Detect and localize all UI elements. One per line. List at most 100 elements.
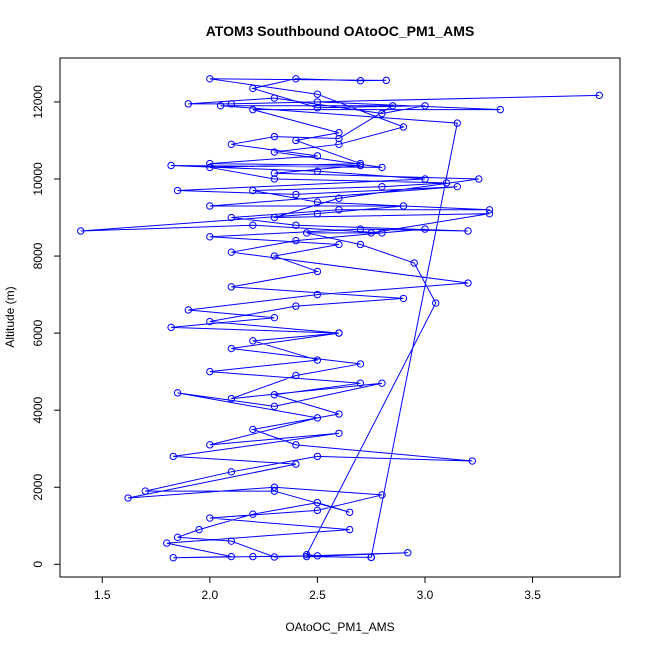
data-point	[464, 279, 472, 287]
data-point	[345, 525, 354, 534]
data-point	[335, 429, 343, 437]
x-tick-label: 1.5	[94, 588, 111, 602]
data-point	[313, 356, 322, 364]
data-point	[216, 102, 225, 110]
data-point	[270, 213, 279, 222]
data-point	[313, 290, 322, 299]
data-point	[206, 367, 214, 376]
data-point	[313, 209, 322, 218]
data-point	[206, 159, 214, 168]
data-point	[249, 221, 257, 229]
data-point	[169, 452, 177, 461]
data-point	[227, 537, 236, 545]
data-point	[270, 487, 279, 495]
data-point	[313, 152, 322, 160]
data-point	[432, 299, 440, 307]
data-point	[173, 533, 182, 542]
data-point	[404, 549, 412, 557]
y-tick-label: 10000	[31, 162, 45, 196]
data-point	[378, 379, 386, 387]
data-point	[173, 186, 182, 195]
data-point	[475, 175, 483, 183]
data-point	[378, 182, 386, 191]
data-point	[141, 487, 149, 495]
data-point	[313, 267, 322, 276]
data-line	[80, 78, 600, 559]
data-point	[270, 402, 279, 411]
data-point	[292, 136, 300, 145]
data-point	[270, 175, 279, 183]
data-point	[356, 225, 365, 233]
data-point	[382, 76, 390, 85]
x-tick-label: 3.5	[524, 588, 541, 602]
x-tick-label: 2.0	[201, 588, 218, 602]
x-axis-label: OAtoOC_PM1_AMS	[285, 620, 394, 634]
data-point	[249, 186, 257, 195]
data-point	[206, 317, 214, 326]
data-point	[313, 452, 322, 461]
data-point	[227, 140, 236, 149]
data-point	[378, 109, 386, 118]
data-point	[292, 236, 300, 245]
data-point	[313, 552, 322, 560]
data-point	[270, 313, 279, 322]
data-point	[124, 494, 132, 502]
data-point	[313, 90, 322, 98]
data-point	[302, 552, 311, 561]
y-axis-label: Altitude (m)	[3, 286, 17, 347]
data-point	[227, 213, 236, 222]
y-tick-label: 8000	[31, 242, 45, 269]
data-point	[77, 227, 85, 235]
data-point	[313, 198, 322, 206]
data-point	[206, 75, 214, 83]
y-tick-label: 12000	[31, 85, 45, 119]
data-point	[167, 323, 175, 332]
data-point	[206, 441, 214, 449]
data-point	[378, 491, 386, 499]
data-point	[335, 134, 343, 143]
data-point	[335, 410, 343, 418]
data-point	[249, 337, 257, 345]
data-point	[421, 225, 429, 233]
data-point	[485, 209, 494, 218]
x-tick-label: 3.0	[417, 588, 434, 602]
data-point	[169, 554, 177, 562]
data-point	[227, 248, 236, 256]
y-tick-label: 0	[31, 561, 45, 568]
data-point	[195, 525, 203, 534]
data-point	[356, 360, 365, 368]
data-point	[468, 457, 477, 465]
data-point	[173, 389, 182, 397]
data-point	[421, 175, 429, 183]
data-point	[227, 283, 236, 291]
data-point	[249, 552, 257, 561]
data-point	[302, 229, 311, 237]
data-point	[206, 202, 214, 210]
data-point	[227, 394, 236, 403]
data-point	[345, 508, 354, 516]
x-tick-label: 2.5	[309, 588, 326, 602]
plot-frame	[59, 57, 621, 578]
data-point	[356, 77, 365, 85]
data-point	[410, 259, 418, 267]
data-point	[496, 105, 504, 114]
data-point	[270, 148, 279, 156]
data-point	[313, 104, 322, 112]
data-point	[292, 190, 300, 199]
data-point	[270, 94, 279, 102]
data-point	[270, 132, 279, 141]
data-point	[356, 240, 365, 249]
data-point	[227, 552, 236, 561]
data-point	[249, 105, 257, 114]
data-point	[356, 379, 365, 387]
data-point	[485, 206, 494, 214]
y-tick-label: 6000	[31, 319, 45, 346]
chart-title: ATOM3 Southbound OAtoOC_PM1_AMS	[206, 23, 475, 39]
data-point	[389, 102, 397, 110]
data-point	[335, 240, 343, 249]
data-point	[227, 344, 236, 353]
data-point	[292, 302, 300, 310]
data-point	[378, 229, 386, 237]
data-point	[356, 159, 365, 168]
